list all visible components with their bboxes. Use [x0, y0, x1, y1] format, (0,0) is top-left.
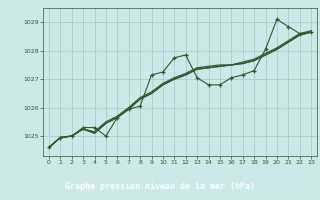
Text: Graphe pression niveau de la mer (hPa): Graphe pression niveau de la mer (hPa): [65, 182, 255, 191]
